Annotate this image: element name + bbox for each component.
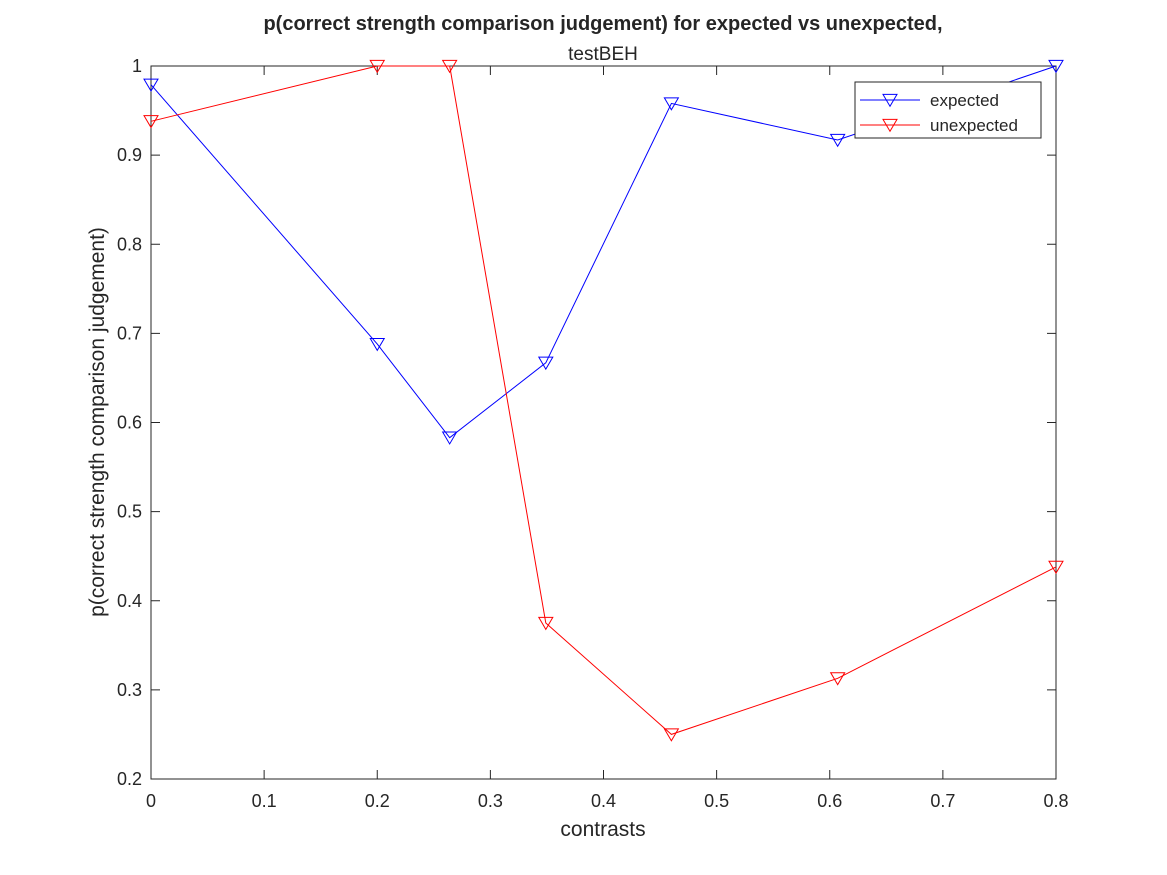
- legend-label-unexpected: unexpected: [930, 116, 1018, 135]
- x-tick-label: 0.3: [478, 791, 503, 811]
- x-tick-label: 0.5: [704, 791, 729, 811]
- data-point-unexpected: [829, 672, 846, 686]
- series-layer: [143, 59, 1064, 742]
- legend: expected unexpected: [854, 81, 1042, 139]
- legend-marker-unexpected: [882, 118, 898, 133]
- data-point-unexpected: [537, 616, 554, 631]
- x-tick-label: 0.4: [591, 791, 616, 811]
- x-axis-label: contrasts: [560, 818, 645, 841]
- axes: 0 0.1 0.2 0.3 0.4 0.5 0.6 0.7 0.8 0.20.30.40.50.…: [117, 56, 1069, 811]
- data-point-unexpected: [369, 59, 386, 74]
- y-tick-label: 0.2: [117, 769, 142, 789]
- x-tick-label: 0.1: [252, 791, 277, 811]
- y-tick-label: 1: [132, 56, 142, 76]
- data-point-expected: [537, 356, 554, 371]
- legend-box: [854, 81, 1042, 139]
- data-point-expected: [1048, 59, 1064, 74]
- y-ticks: 0.2 0.3 0.4 0.5 0.6 0.7 0.8 0.9 1: [117, 56, 1056, 789]
- data-point-unexpected: [143, 115, 159, 129]
- y-tick-label: 0.9: [117, 145, 142, 165]
- x-ticks: 0 0.1 0.2 0.3 0.4 0.5 0.6 0.7 0.8: [146, 66, 1069, 811]
- x-tick-label: 0: [146, 791, 156, 811]
- x-tick-label: 0.6: [817, 791, 842, 811]
- y-tick-label: 0.7: [117, 323, 142, 343]
- data-point-expected: [143, 78, 159, 93]
- y-axis-label: p(correct strength comparison judgement): [86, 227, 109, 617]
- series-line-unexpected: [150, 65, 1057, 735]
- data-point-expected: [829, 133, 846, 148]
- plot-area: [150, 65, 1057, 780]
- y-tick-label: 0.3: [117, 680, 142, 700]
- y-tick-label: 0.6: [117, 413, 142, 433]
- series-line-expected: [150, 65, 1057, 439]
- data-point-expected: [369, 337, 386, 352]
- data-point-unexpected: [1048, 560, 1064, 575]
- data-point-expected: [663, 97, 680, 111]
- y-tick-label: 0.4: [117, 591, 142, 611]
- chart-subtitle: testBEH: [568, 44, 638, 65]
- x-tick-label: 0.2: [365, 791, 390, 811]
- legend-label-expected: expected: [930, 91, 999, 110]
- data-point-expected: [441, 431, 458, 445]
- y-tick-label: 0.8: [117, 234, 142, 254]
- x-tick-label: 0.7: [930, 791, 955, 811]
- x-tick-label: 0.8: [1043, 791, 1068, 811]
- chart-title: p(correct strength comparison judgement)…: [263, 13, 942, 35]
- legend-marker-expected: [882, 93, 898, 108]
- data-point-unexpected: [441, 59, 458, 74]
- y-tick-label: 0.5: [117, 502, 142, 522]
- data-point-unexpected: [663, 728, 680, 742]
